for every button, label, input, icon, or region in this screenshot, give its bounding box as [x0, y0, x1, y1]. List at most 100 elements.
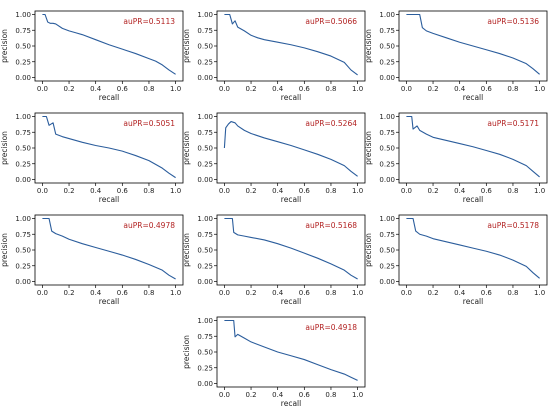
aupr-annotation: auPR=0.5264: [305, 119, 357, 128]
y-tick-label: 0.25: [197, 160, 213, 168]
x-tick-label: 0.2: [427, 85, 438, 93]
aupr-annotation: auPR=0.5171: [487, 119, 539, 128]
x-axis-label: recall: [99, 195, 119, 204]
x-axis-label: recall: [463, 297, 483, 306]
x-tick-label: 0.8: [507, 85, 518, 93]
pr-panel-3: 0.0 0.2 0.4 0.6 0.8 1.0 0.00 0.25 0.50 0.75 1.00 re…: [364, 10, 548, 102]
x-tick-label: 0.2: [427, 289, 438, 297]
y-tick-label: 1.00: [15, 215, 31, 223]
x-axis-label: recall: [281, 399, 301, 408]
y-tick-label: 1.00: [379, 11, 395, 19]
pr-panel-2: 0.0 0.2 0.4 0.6 0.8 1.0 0.00 0.25 0.50 0.75 1.00 re…: [182, 10, 366, 102]
x-tick-label: 1.0: [352, 85, 363, 93]
x-tick-label: 1.0: [352, 391, 363, 399]
y-tick-label: 0.75: [197, 27, 213, 35]
y-tick-label: 0.50: [379, 247, 395, 255]
y-tick-label: 0.25: [379, 262, 395, 270]
y-tick-label: 0.75: [197, 333, 213, 341]
x-tick-label: 0.4: [90, 187, 102, 195]
x-axis-label: recall: [99, 93, 119, 102]
x-tick-label: 0.8: [325, 85, 336, 93]
y-tick-label: 0.75: [15, 231, 31, 239]
x-tick-label: 0.4: [272, 289, 284, 297]
pr-panel-6: 0.0 0.2 0.4 0.6 0.8 1.0 0.00 0.25 0.50 0.75 1.00 re…: [364, 112, 548, 204]
y-tick-label: 0.50: [197, 247, 213, 255]
x-tick-label: 0.2: [427, 187, 438, 195]
x-tick-label: 0.4: [90, 85, 102, 93]
y-tick-label: 0.00: [197, 278, 213, 286]
pr-panel-1: 0.0 0.2 0.4 0.6 0.8 1.0 0.00 0.25 0.50 0.75 1.00 re…: [0, 10, 184, 102]
y-tick-label: 0.00: [197, 380, 213, 388]
y-axis-label: precision: [182, 233, 191, 267]
y-axis-label: precision: [0, 131, 9, 165]
x-tick-label: 0.0: [219, 187, 230, 195]
x-tick-label: 0.0: [401, 85, 412, 93]
pr-curve: [224, 319, 358, 381]
x-tick-label: 0.4: [454, 187, 466, 195]
x-tick-label: 0.0: [37, 187, 48, 195]
y-tick-label: 0.75: [197, 129, 213, 137]
y-tick-label: 0.75: [379, 129, 395, 137]
y-tick-label: 0.25: [379, 160, 395, 168]
x-tick-label: 0.6: [299, 289, 311, 297]
x-tick-label: 1.0: [170, 85, 181, 93]
y-tick-label: 0.00: [379, 176, 395, 184]
y-tick-label: 0.50: [15, 145, 31, 153]
y-axis-label: precision: [364, 29, 373, 63]
x-tick-label: 0.0: [401, 187, 412, 195]
y-tick-label: 0.50: [197, 43, 213, 51]
y-axis-label: precision: [0, 233, 9, 267]
aupr-annotation: auPR=0.4918: [305, 323, 357, 332]
y-tick-label: 1.00: [197, 215, 213, 223]
aupr-annotation: auPR=0.5168: [305, 221, 357, 230]
pr-curve: [406, 115, 540, 178]
x-tick-label: 0.6: [299, 391, 311, 399]
x-tick-label: 0.0: [219, 289, 230, 297]
x-tick-label: 0.6: [117, 289, 129, 297]
y-tick-label: 0.50: [197, 349, 213, 357]
x-tick-label: 0.0: [37, 85, 48, 93]
y-tick-label: 1.00: [379, 215, 395, 223]
y-tick-label: 0.00: [15, 278, 31, 286]
x-tick-label: 0.8: [507, 187, 518, 195]
y-tick-label: 0.25: [197, 262, 213, 270]
y-axis-label: precision: [182, 335, 191, 369]
x-axis-label: recall: [463, 93, 483, 102]
pr-curve: [406, 217, 540, 279]
y-tick-label: 0.00: [197, 176, 213, 184]
x-tick-label: 0.8: [325, 391, 336, 399]
y-tick-label: 1.00: [197, 113, 213, 121]
y-axis-label: precision: [182, 29, 191, 63]
y-tick-label: 0.25: [197, 364, 213, 372]
x-tick-label: 0.2: [245, 85, 256, 93]
pr-panel-5: 0.0 0.2 0.4 0.6 0.8 1.0 0.00 0.25 0.50 0.75 1.00 re…: [182, 112, 366, 204]
x-tick-label: 0.4: [272, 85, 284, 93]
y-tick-label: 0.25: [15, 58, 31, 66]
pr-curve: [223, 120, 358, 177]
y-tick-label: 1.00: [197, 317, 213, 325]
y-tick-label: 0.50: [197, 145, 213, 153]
x-tick-label: 0.8: [507, 289, 518, 297]
y-tick-label: 0.00: [379, 74, 395, 82]
y-axis-label: precision: [364, 131, 373, 165]
aupr-annotation: auPR=0.5051: [123, 119, 175, 128]
x-tick-label: 0.2: [245, 187, 256, 195]
aupr-annotation: auPR=0.5178: [487, 221, 539, 230]
y-tick-label: 1.00: [379, 113, 395, 121]
y-tick-label: 0.25: [15, 262, 31, 270]
x-tick-label: 0.0: [219, 85, 230, 93]
pr-curve: [406, 13, 540, 75]
x-tick-label: 0.6: [481, 187, 493, 195]
x-tick-label: 0.8: [325, 187, 336, 195]
x-tick-label: 0.6: [117, 85, 129, 93]
x-axis-label: recall: [281, 195, 301, 204]
y-tick-label: 0.00: [197, 74, 213, 82]
pr-curve: [224, 217, 358, 280]
x-axis-label: recall: [281, 93, 301, 102]
x-tick-label: 1.0: [352, 187, 363, 195]
x-tick-label: 1.0: [534, 187, 545, 195]
y-tick-label: 1.00: [197, 11, 213, 19]
x-tick-label: 0.2: [63, 85, 74, 93]
y-tick-label: 0.75: [379, 231, 395, 239]
